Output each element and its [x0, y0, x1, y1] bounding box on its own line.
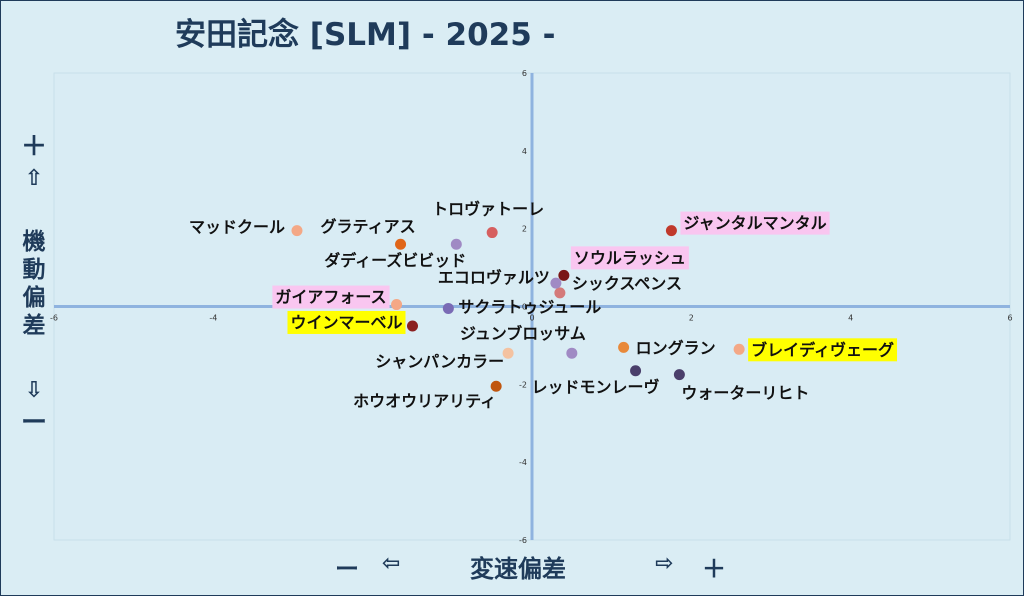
x-tick-label: 6	[1007, 314, 1012, 323]
data-point	[673, 369, 685, 381]
data-point-label: ブレイディヴェーグ	[748, 338, 898, 362]
data-point	[291, 225, 303, 237]
point-label-text: シャンパンカラー	[375, 352, 504, 371]
data-point	[407, 320, 418, 332]
up-arrow-icon: ⇧	[24, 166, 44, 191]
point-label-text: ソウルラッシュ	[574, 248, 686, 267]
x-minus-sign: ー	[335, 555, 359, 583]
data-point	[554, 287, 566, 299]
data-point	[630, 365, 642, 377]
y-tick-label: -4	[519, 458, 527, 467]
data-point-label: サクラトゥジュール	[458, 297, 601, 316]
point-label-text: ロングラン	[636, 338, 716, 357]
chart-title: 安田記念 [SLM] - 2025 -	[175, 17, 555, 53]
point-label-text: ブレイディヴェーグ	[751, 340, 894, 359]
label-highlight	[272, 285, 390, 309]
data-point	[490, 380, 502, 392]
data-point-label: ホウオウリアリティ	[353, 391, 496, 410]
data-point-label: ロングラン	[636, 338, 716, 357]
data-point-label: ウインマーベル	[287, 310, 406, 334]
data-point-label: トロヴァトーレ	[432, 200, 544, 219]
x-axis-label: 変速偏差	[470, 555, 566, 583]
point-label-text: ジュンブロッサム	[460, 324, 586, 343]
data-point	[733, 343, 745, 355]
data-point	[391, 299, 403, 311]
data-point-label: ジャンタルマンタル	[680, 211, 830, 235]
data-point-label: ジュンブロッサム	[460, 324, 586, 343]
point-label-text: レッドモンレーヴ	[532, 378, 660, 397]
point-label-text: グラティアス	[321, 217, 416, 236]
point-label-text: トロヴァトーレ	[432, 200, 544, 219]
data-point-label: ウォーターリヒト	[681, 384, 809, 403]
label-highlight	[570, 246, 689, 270]
point-label-text: ダディーズビビッド	[324, 251, 466, 270]
data-point-label: ソウルラッシュ	[570, 246, 689, 270]
label-highlight	[287, 310, 406, 334]
y-axis-legend: ＋ ⇧ 機動偏差 ⇩ ー	[14, 130, 54, 440]
label-highlight	[748, 338, 898, 362]
data-point-label: レッドモンレーヴ	[532, 378, 660, 397]
data-point	[665, 225, 677, 237]
data-point-label: グラティアス	[321, 217, 416, 236]
y-tick-label: 2	[522, 225, 527, 234]
y-tick-label: 0	[522, 303, 527, 312]
data-point	[550, 277, 562, 289]
data-point	[566, 347, 578, 359]
point-label-text: ウォーターリヒト	[681, 384, 809, 403]
y-axis-label: 機動偏差	[22, 229, 46, 339]
y-plus-sign: ＋	[20, 132, 47, 162]
data-point-label: ダディーズビビッド	[324, 251, 466, 270]
y-tick-label: -6	[519, 536, 527, 545]
data-point	[558, 269, 570, 281]
point-label-text: シックスペンス	[572, 274, 682, 293]
y-minus-sign: ー	[20, 408, 47, 438]
x-axis-legend: ー ⇦ 変速偏差 ⇨ ＋	[330, 547, 750, 583]
data-point-label: エコロヴァルツ	[438, 268, 550, 287]
data-point	[395, 238, 407, 250]
x-tick-label: 4	[848, 314, 853, 323]
label-highlight	[680, 211, 830, 235]
dot-layer	[291, 225, 745, 392]
point-label-text: ホウオウリアリティ	[353, 391, 496, 410]
right-arrow-icon: ⇨	[655, 551, 674, 576]
data-point-label: ガイアフォース	[272, 285, 390, 309]
x-tick-label: 0	[529, 314, 534, 323]
x-plus-sign: ＋	[702, 555, 726, 583]
data-point-label: シャンパンカラー	[375, 352, 504, 371]
point-label-text: ガイアフォース	[275, 288, 386, 307]
data-point	[502, 347, 514, 359]
point-label-text: マッドクール	[189, 218, 285, 237]
point-label-text: エコロヴァルツ	[438, 268, 550, 287]
down-arrow-icon: ⇩	[24, 378, 44, 403]
point-label-text: ウインマーベル	[290, 313, 402, 332]
x-tick-label: 2	[689, 314, 694, 323]
data-point-label: マッドクール	[189, 218, 285, 237]
y-tick-label: 6	[522, 69, 527, 78]
y-tick-label: -2	[519, 380, 527, 389]
data-point	[450, 238, 462, 250]
data-point	[618, 341, 630, 353]
left-arrow-icon: ⇦	[382, 551, 401, 576]
data-point-label: シックスペンス	[572, 274, 682, 293]
x-tick-label: -6	[50, 314, 58, 323]
data-point	[442, 302, 454, 314]
point-label-text: ジャンタルマンタル	[683, 214, 826, 233]
x-tick-label: -4	[209, 314, 217, 323]
data-point	[486, 227, 498, 239]
point-label-text: サクラトゥジュール	[458, 297, 601, 316]
y-tick-label: 4	[522, 147, 527, 156]
